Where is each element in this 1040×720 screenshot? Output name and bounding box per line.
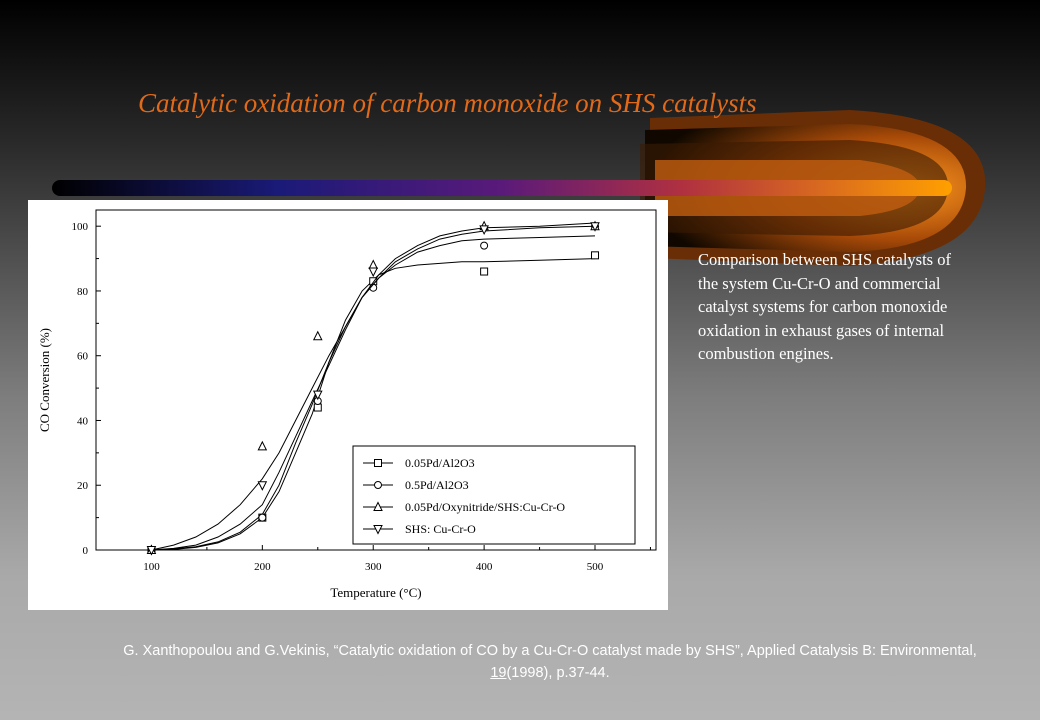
data-point — [146, 546, 157, 556]
data-point — [368, 267, 379, 278]
plot-frame — [95, 209, 657, 551]
x-tick-label: 100 — [143, 561, 160, 573]
x-tick-label: 200 — [254, 561, 271, 573]
y-tick-label: 20 — [77, 480, 89, 492]
data-point — [479, 225, 489, 236]
series-3 — [146, 222, 600, 556]
legend-box — [352, 445, 636, 545]
citation: G. Xanthopoulou and G.Vekinis, “Catalyti… — [120, 640, 980, 684]
data-point — [590, 222, 600, 232]
x-axis-label: Temperature (°C) — [330, 585, 421, 600]
citation-volume: 19 — [490, 665, 507, 681]
legend-label: 0.5Pd/Al2O3 — [405, 478, 469, 492]
data-point — [312, 330, 323, 341]
data-point — [258, 513, 267, 522]
chart-description: Comparison between SHS catalysts of the … — [698, 250, 951, 363]
citation-text: G. Xanthopoulou and G.Vekinis, “Catalyti… — [123, 643, 977, 659]
legend-marker — [374, 459, 382, 467]
data-point — [591, 251, 600, 260]
co-conversion-chart: 0 20 40 60 80 100 100 200 300 400 500 Temperature (… — [37, 209, 657, 600]
x-tick-label: 500 — [587, 561, 604, 573]
x-tick-label: 400 — [476, 561, 493, 573]
y-tick-label: 80 — [77, 286, 89, 298]
data-point — [312, 390, 323, 401]
legend-marker — [374, 481, 382, 489]
data-point — [368, 259, 379, 270]
citation-pages: (1998), p.37-44. — [506, 665, 610, 681]
legend-marker — [373, 525, 383, 535]
x-tick-label: 300 — [365, 561, 382, 573]
y-tick-label: 60 — [77, 351, 89, 363]
legend-label: 0.05Pd/Oxynitride/SHS:Cu-Cr-O — [405, 500, 565, 514]
slide-title: Catalytic oxidation of carbon monoxide o… — [138, 88, 757, 118]
gradient-bar — [52, 180, 952, 196]
y-tick-label: 0 — [83, 545, 89, 557]
series-line — [151, 235, 596, 551]
legend-marker — [373, 501, 383, 511]
y-axis-label: CO Conversion (%) — [37, 328, 52, 432]
legend-label: 0.05Pd/Al2O3 — [405, 456, 475, 470]
legend-label: SHS: Cu-Cr-O — [405, 522, 476, 536]
y-tick-label: 40 — [77, 415, 89, 427]
data-point — [480, 267, 489, 276]
series-line — [151, 222, 596, 551]
data-point — [257, 481, 268, 491]
chart-panel: 0 20 40 60 80 100 100 200 300 400 500 Temperature (… — [28, 200, 668, 610]
y-tick-label: 100 — [72, 221, 89, 233]
data-point — [480, 241, 489, 250]
data-point — [313, 403, 322, 412]
data-point — [257, 440, 268, 451]
series-line — [151, 225, 596, 551]
